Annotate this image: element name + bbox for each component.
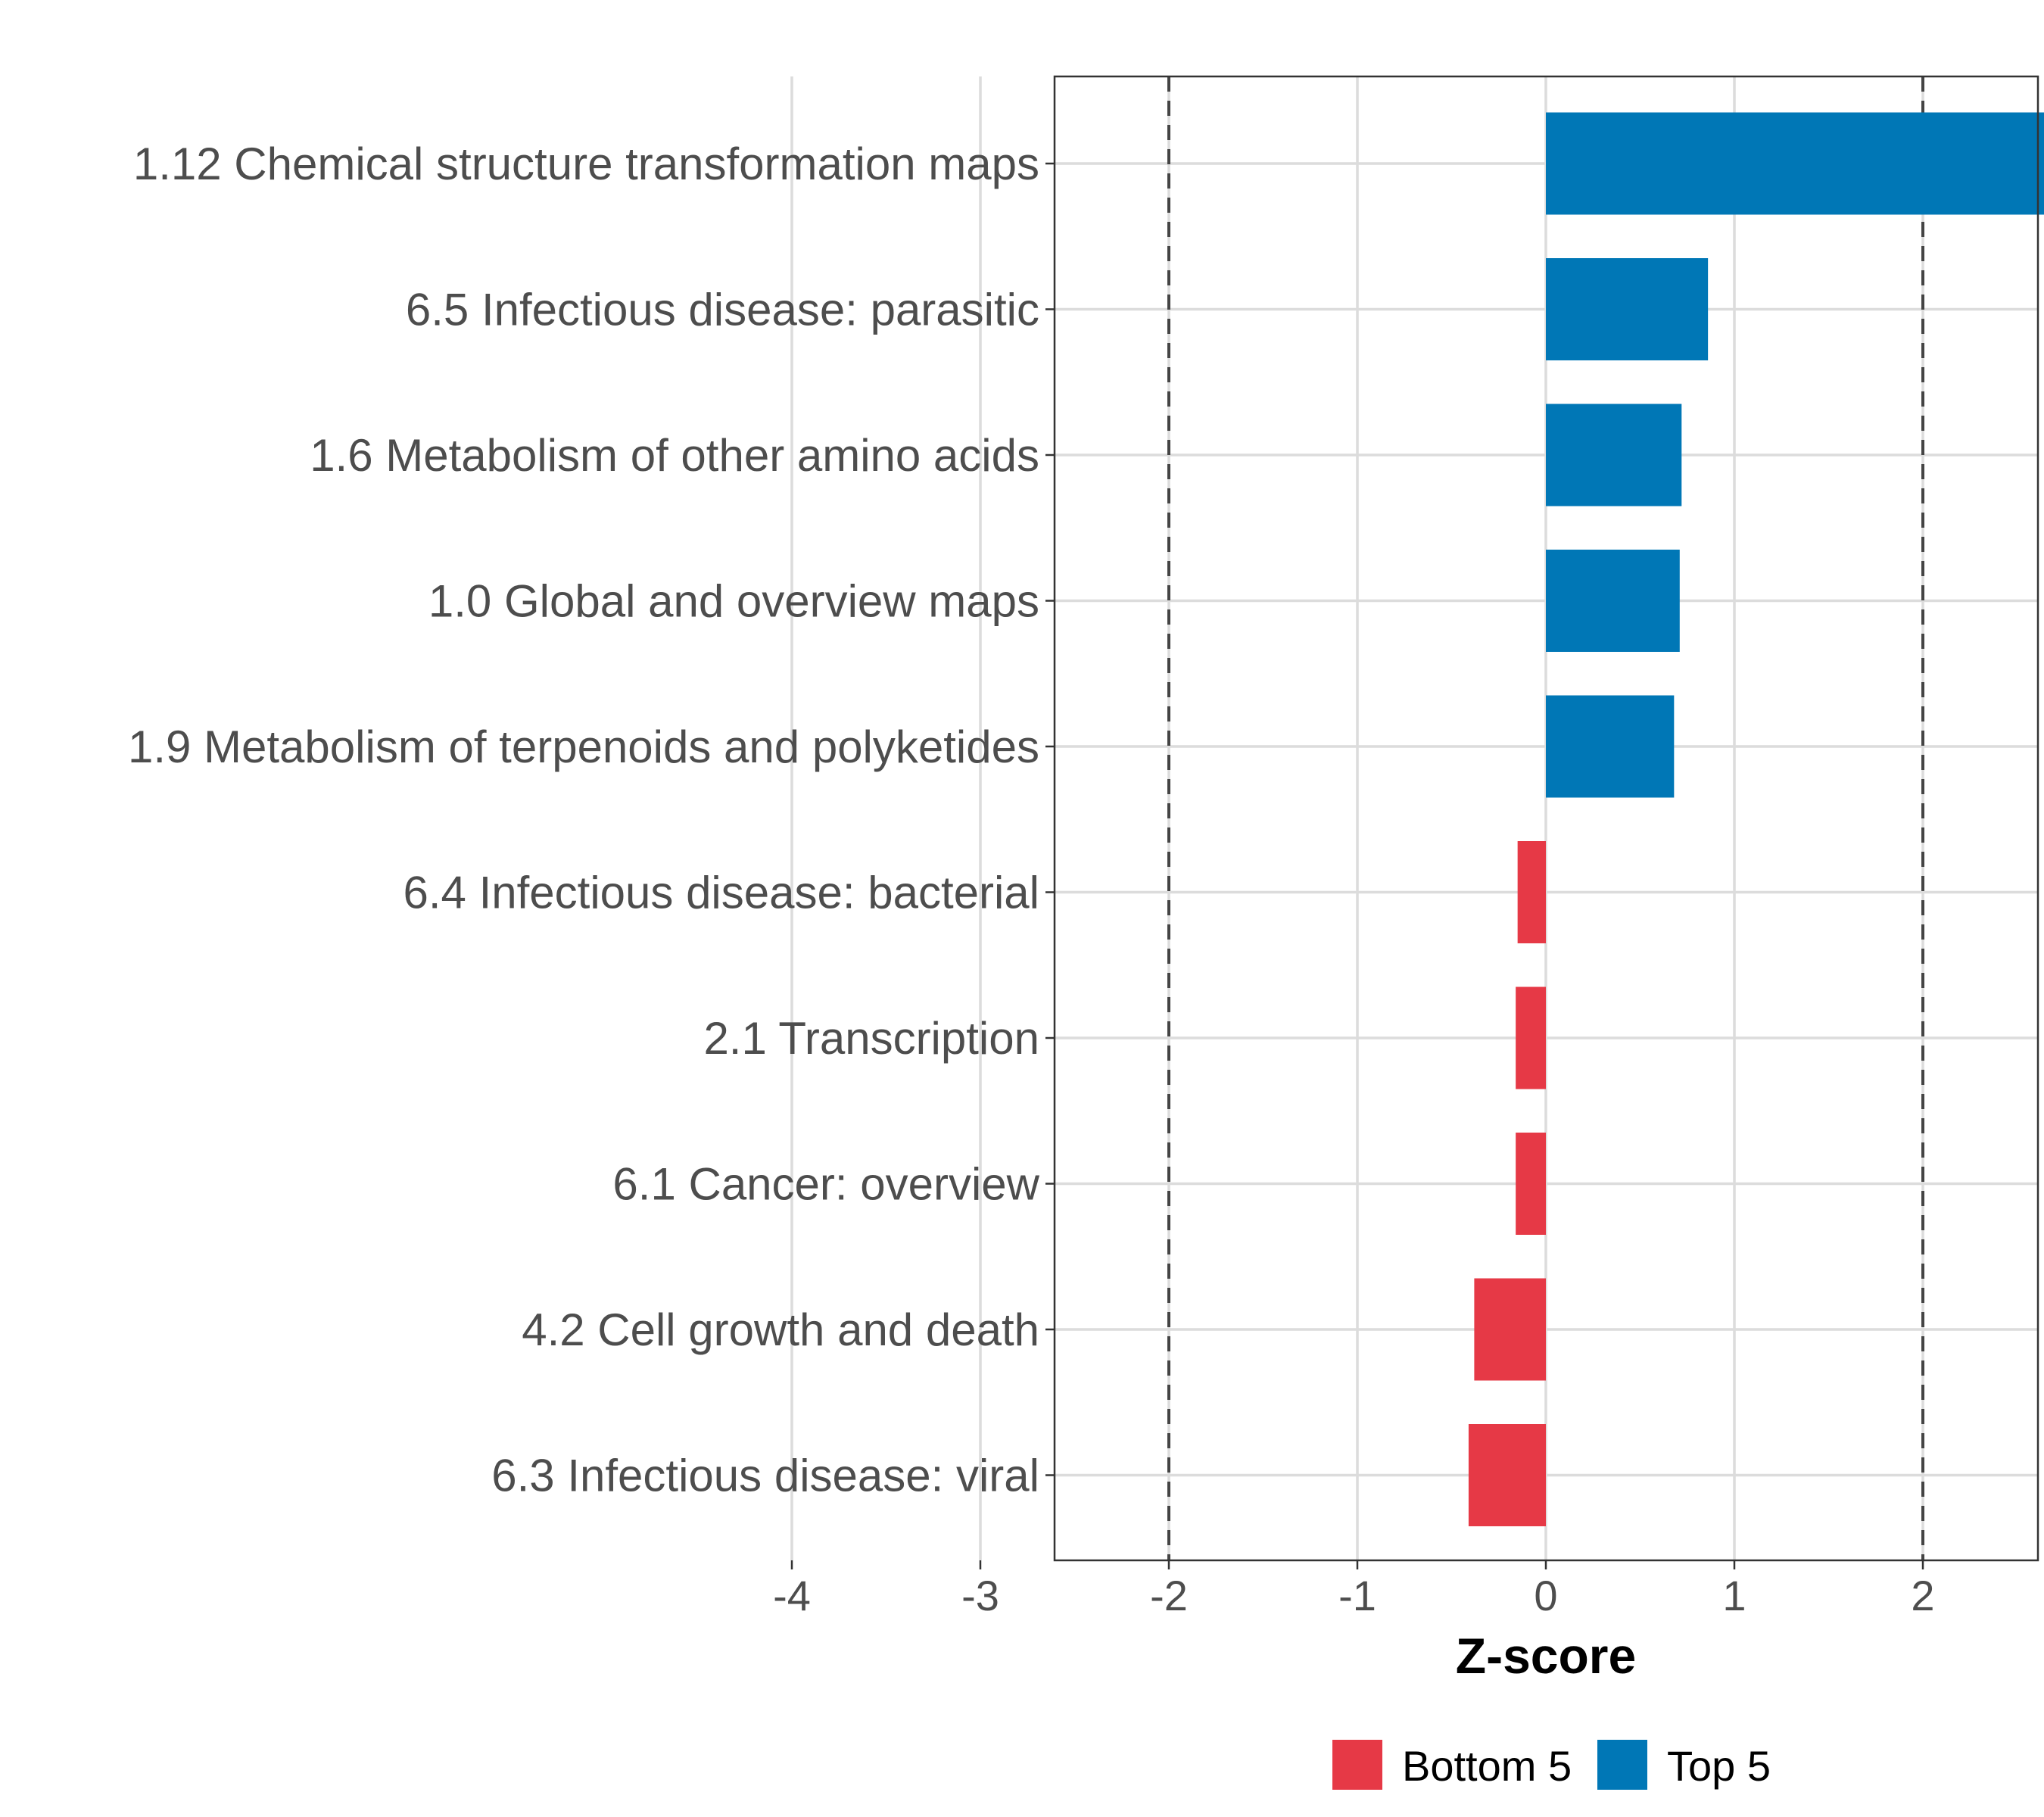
bar (1546, 404, 1682, 506)
y-tick-label: 1.12 Chemical structure transformation m… (133, 139, 1039, 189)
y-tick-label: 6.4 Infectious disease: bacterial (404, 868, 1040, 918)
x-tick-label: 1 (1722, 1572, 1746, 1619)
reference-lines (1167, 76, 1924, 1560)
y-tick-label: 2.1 Transcription (703, 1013, 1039, 1064)
bar (1546, 695, 1675, 798)
legend-label: Top 5 (1667, 1742, 1771, 1790)
bar (1516, 1133, 1546, 1235)
y-tick-label: 1.0 Global and overview maps (428, 576, 1039, 627)
y-tick-label: 1.9 Metabolism of terpenoids and polyket… (128, 722, 1039, 772)
legend-swatch (1597, 1740, 1647, 1790)
bar (1546, 112, 2044, 215)
bars (1468, 112, 2044, 1526)
bar (1546, 258, 1709, 360)
bar (1516, 986, 1546, 1089)
legend-swatch (1332, 1740, 1382, 1790)
x-tick-label: -2 (1150, 1572, 1188, 1619)
y-tick-label: 4.2 Cell growth and death (522, 1304, 1039, 1355)
x-tick-label: -1 (1338, 1572, 1376, 1619)
x-tick-label: 0 (1534, 1572, 1557, 1619)
bar (1468, 1424, 1546, 1526)
legend: Bottom 5 Top 5 (1332, 1740, 1771, 1790)
y-tick-label: 1.6 Metabolism of other amino acids (310, 430, 1039, 481)
bar (1546, 550, 1680, 652)
y-tick-label: 6.3 Infectious disease: viral (491, 1451, 1039, 1501)
x-axis: -4-3-2-101234 (773, 1560, 1935, 1619)
y-tick-label: 6.1 Cancer: overview (612, 1159, 1039, 1210)
bar (1517, 841, 1546, 943)
x-tick-label: 2 (1911, 1572, 1934, 1619)
bar (1474, 1278, 1546, 1381)
x-axis-title: Z-score (1456, 1628, 1636, 1684)
legend-label: Bottom 5 (1402, 1742, 1572, 1790)
x-tick-label: -4 (773, 1572, 811, 1619)
y-tick-label: 6.5 Infectious disease: parasitic (406, 285, 1039, 335)
y-axis: 1.12 Chemical structure transformation m… (128, 139, 1055, 1501)
x-tick-label: -3 (961, 1572, 999, 1619)
